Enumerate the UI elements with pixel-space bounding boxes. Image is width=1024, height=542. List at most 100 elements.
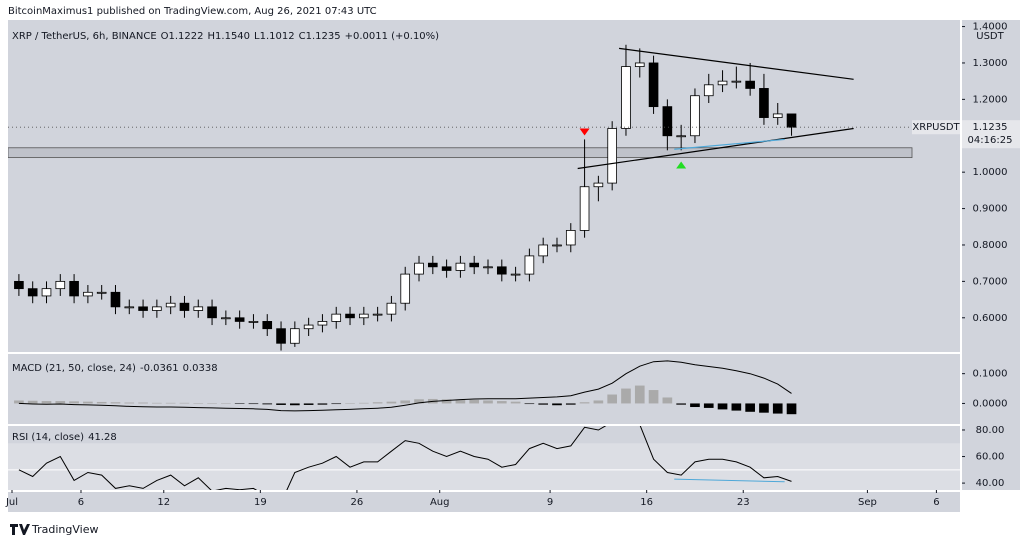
candle-body: [83, 291, 93, 297]
histogram-bar: [138, 402, 148, 404]
histogram-bar: [345, 403, 355, 404]
legend-item: C1.1235: [298, 31, 341, 42]
support-zone: [8, 147, 913, 159]
candle-body: [207, 306, 217, 319]
histogram-bar: [745, 403, 755, 412]
candle-body: [731, 80, 742, 83]
candle-body: [469, 262, 480, 268]
histogram-bar: [607, 394, 618, 404]
candle-body: [414, 262, 424, 275]
histogram-bar: [179, 402, 190, 404]
macd-line: [18, 360, 792, 412]
y-tick-label: 0.8000: [973, 240, 1008, 251]
histogram-bar: [759, 403, 769, 413]
macd-pane: [8, 354, 960, 424]
candle-body: [165, 302, 176, 308]
axes-layer: Jul 6 12 19 26 Aug 9 16 23 Sep 6 0.6000 0.7000 0.8000…: [5, 22, 1020, 508]
histogram-bar: [455, 399, 466, 404]
histogram-bar: [124, 402, 135, 404]
histogram-bar: [496, 401, 507, 404]
candle-body: [483, 266, 493, 269]
candle-body: [552, 244, 562, 247]
histogram-bar: [731, 403, 742, 411]
candle-body: [662, 106, 673, 137]
x-tick-label: 9: [547, 497, 553, 508]
histogram-bar: [14, 400, 24, 404]
y-tick-label: 1.3000: [973, 58, 1008, 69]
candle-body: [634, 62, 645, 67]
candle-body: [359, 313, 369, 319]
rsi-label: RSI (14, close): [12, 432, 85, 443]
currency-label: USDT: [976, 31, 1004, 42]
candle-body: [786, 113, 797, 128]
candle-body: [14, 280, 24, 290]
legend-item: +0.0011 (+0.10%): [344, 31, 440, 42]
histogram-bar: [290, 403, 300, 406]
candle-body: [579, 186, 590, 231]
histogram-bar: [662, 397, 673, 404]
rsi-layer: [8, 426, 960, 490]
candle-body: [496, 266, 507, 275]
candle-body: [690, 95, 700, 137]
histogram-bar: [690, 403, 700, 408]
histogram-bar: [717, 403, 728, 410]
trendline: [577, 127, 854, 170]
histogram-bar: [648, 390, 659, 404]
candle-body: [607, 128, 617, 184]
histogram-bar: [552, 403, 562, 406]
histogram-bar: [262, 403, 273, 405]
trendline: [674, 138, 785, 150]
y-tick-label: 80.00: [976, 425, 1005, 436]
x-tick-label: 12: [157, 497, 170, 508]
y-tick-label: 0.9000: [973, 204, 1008, 215]
macd-label: MACD (21, 50, close, 24): [12, 363, 136, 374]
candle-body: [745, 80, 755, 89]
histogram-bar: [400, 400, 411, 404]
x-tick-label: 19: [254, 497, 267, 508]
histogram-bar: [358, 402, 369, 404]
histogram-bar: [165, 402, 176, 404]
macd-value: -0.0361: [139, 363, 179, 374]
x-tick-label: Jul: [5, 497, 18, 508]
candle-body: [427, 262, 438, 268]
symbol-box: [912, 120, 960, 135]
histogram-bar: [593, 400, 604, 404]
macd-layer: [14, 360, 797, 415]
candle-body: [510, 273, 521, 276]
candle-body: [524, 255, 535, 275]
histogram-bar: [276, 403, 286, 405]
histogram-bar: [676, 403, 686, 405]
legend-item: H1.1540: [207, 31, 251, 42]
candle-body: [772, 113, 783, 118]
histogram-bar: [317, 403, 328, 405]
y-tick-label: 60.00: [976, 452, 1005, 463]
histogram-bar: [565, 403, 576, 405]
candle-body: [234, 317, 245, 322]
header: BitcoinMaximus1 published on TradingView…: [8, 6, 377, 17]
candle-body: [703, 84, 714, 97]
symbol-label: XRPUSDT: [912, 122, 960, 133]
candle-body: [41, 288, 52, 297]
y-tick-label: 40.00: [976, 478, 1005, 489]
rsi-trendline: [674, 478, 785, 483]
macd-legend: MACD (21, 50, close, 24) -0.0361 0.0338: [12, 363, 218, 374]
histogram-bar: [538, 403, 549, 405]
candle-body: [221, 317, 231, 320]
histogram-bar: [27, 400, 38, 404]
histogram-bar: [414, 399, 424, 404]
x-tick-label: Aug: [430, 497, 450, 508]
candle-body: [124, 306, 135, 309]
histogram-bar: [579, 402, 590, 404]
x-tick-label: 23: [737, 497, 750, 508]
trendline: [618, 47, 854, 80]
y-tick-label: 0.7000: [973, 276, 1008, 287]
candle-body: [179, 302, 190, 311]
candle-body: [290, 328, 300, 344]
histogram-bar: [193, 403, 204, 404]
last-price-label: 1.1235: [973, 122, 1008, 133]
logo-icon: [10, 524, 30, 535]
y-tick-label: 0.0000: [973, 398, 1008, 409]
histogram-bar: [69, 401, 79, 404]
candle-body: [400, 273, 411, 304]
